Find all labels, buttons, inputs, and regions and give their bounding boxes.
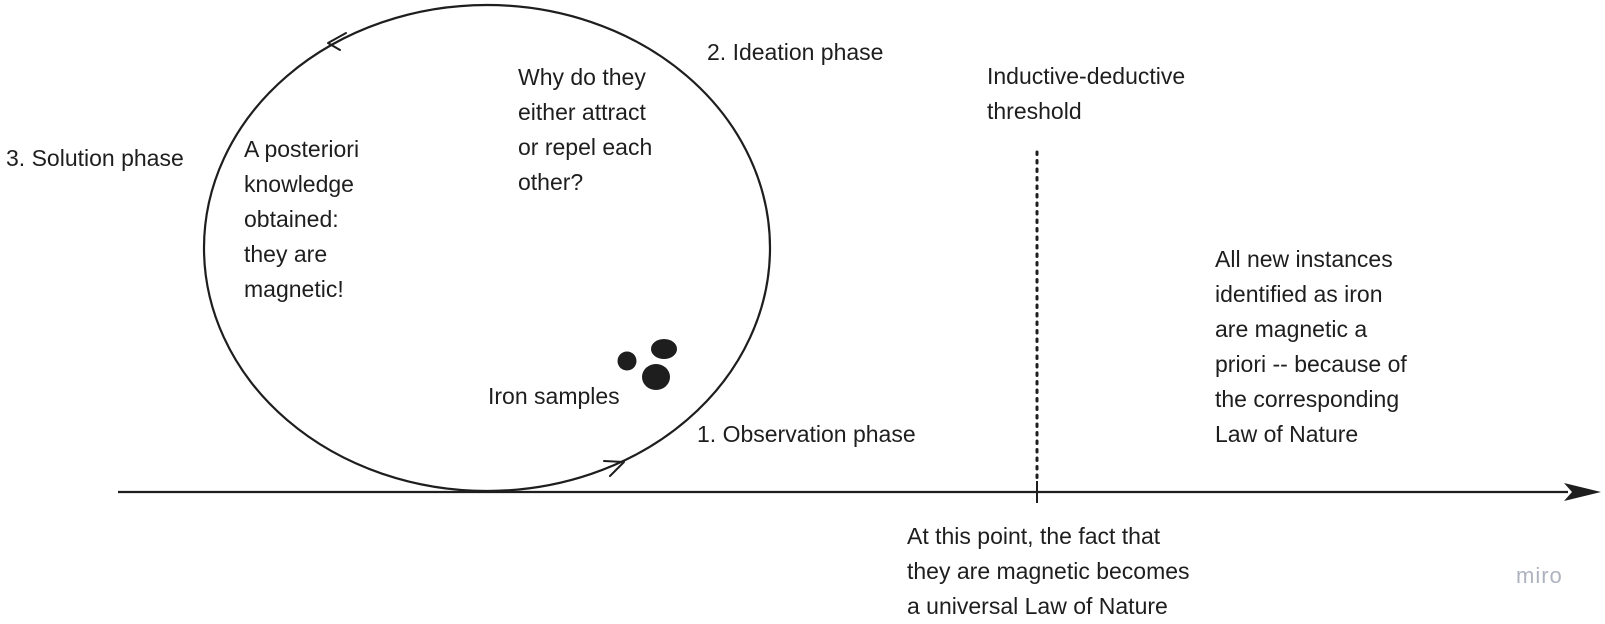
a-priori-text: All new instances identified as iron are… bbox=[1215, 246, 1407, 447]
timeline-arrowhead bbox=[1564, 483, 1601, 501]
miro-watermark: miro bbox=[1516, 563, 1563, 588]
iron-samples-label: Iron samples bbox=[488, 383, 620, 409]
iron-sample-blob bbox=[642, 364, 670, 390]
law-of-nature-text: At this point, the fact that they are ma… bbox=[907, 523, 1190, 619]
observation-phase-label: 1. Observation phase bbox=[697, 421, 916, 447]
threshold-label: Inductive-deductive threshold bbox=[987, 63, 1186, 124]
question-text: Why do they either attract or repel each… bbox=[518, 64, 653, 195]
cycle-arrowhead-bottom bbox=[603, 460, 625, 477]
a-posteriori-text: A posteriori knowledge obtained: they ar… bbox=[244, 136, 360, 302]
solution-phase-label: 3. Solution phase bbox=[6, 145, 184, 171]
cycle-arrowhead-top bbox=[327, 32, 347, 51]
iron-sample-blob bbox=[617, 351, 637, 371]
iron-sample-blob bbox=[651, 339, 677, 359]
ideation-phase-label: 2. Ideation phase bbox=[707, 39, 884, 65]
